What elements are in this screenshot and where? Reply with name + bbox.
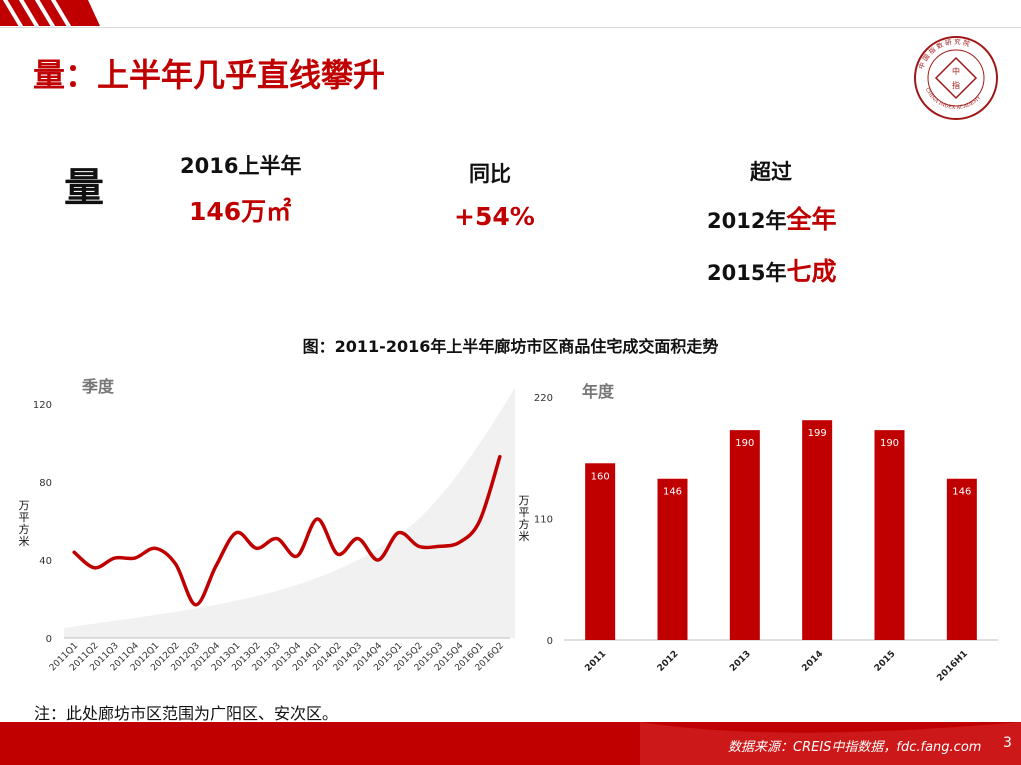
svg-text:CHINA INDEX ACADEMY: CHINA INDEX ACADEMY (924, 87, 983, 111)
kpi-period-value: 146万㎡ (189, 197, 292, 226)
data-point (336, 552, 339, 556)
bar-value-label: 146 (663, 487, 682, 498)
y-tick-label: 120 (33, 400, 52, 411)
data-point (255, 547, 258, 550)
footer-bar (0, 722, 1021, 765)
kpi-exceed-label: 超过 (750, 160, 792, 184)
header-divider (0, 27, 1021, 28)
quarterly-line-chart: 040801202011Q12011Q22011Q32011Q42012Q120… (33, 388, 515, 673)
bar-value-label: 199 (808, 428, 827, 439)
bar-value-label: 190 (735, 438, 754, 449)
svg-text:中: 中 (952, 66, 960, 76)
kpi-period-label: 2016上半年 (180, 154, 302, 178)
data-point (316, 517, 319, 521)
data-point (295, 554, 299, 558)
svg-text:指: 指 (952, 80, 960, 90)
kpi-yoy-label: 同比 (469, 162, 511, 186)
page-number: 3 (1003, 735, 1012, 751)
y-tick-label: 0 (46, 634, 52, 645)
data-point (417, 545, 420, 548)
data-source: 数据来源：CREIS中指数据，fdc.fang.com (728, 740, 982, 755)
x-tick-label: 2014 (800, 649, 825, 674)
x-tick-label: 2015 (873, 649, 898, 674)
kpi-big-character: 量 (64, 165, 104, 211)
bar (946, 478, 977, 640)
china-index-academy-logo: 中 指 中 国 指 数 研 究 院 CHINA INDEX ACADEMY (914, 36, 998, 120)
bar (802, 420, 833, 640)
data-point (214, 564, 218, 568)
data-point (235, 531, 238, 534)
x-tick-label: 2016H1 (935, 649, 970, 684)
y-tick-label: 40 (39, 556, 52, 567)
kpi-exceed-line-1-prefix: 2012年 (707, 209, 787, 233)
data-point (377, 558, 380, 562)
annual-ylabel: 万平方米 (518, 494, 530, 543)
x-tick-label: 2012 (656, 649, 681, 674)
data-point (194, 603, 197, 607)
y-tick-label: 80 (39, 478, 52, 489)
x-tick-label: 2013 (728, 649, 753, 674)
quarterly-section-label: 季度 (82, 377, 115, 396)
data-point (437, 545, 441, 548)
y-tick-label: 220 (534, 393, 553, 404)
kpi-exceed-line-1-highlight: 全年 (786, 205, 837, 234)
kpi-exceed-line-2-prefix: 2015年 (707, 261, 787, 285)
annual-bar-chart: 0 110 220 160 2011 146 2012 190 2013 199 2014 190 20… (534, 393, 998, 684)
bar-value-label: 160 (591, 471, 610, 482)
page-title: 量：上半年几乎直线攀升 (33, 56, 386, 94)
data-point (397, 531, 400, 534)
y-tick-label: 110 (534, 515, 553, 526)
data-point (174, 562, 177, 566)
quarterly-ylabel: 万平方米 (18, 499, 30, 548)
data-point (498, 455, 502, 458)
data-point (113, 556, 116, 560)
data-point (356, 537, 360, 540)
bar (657, 478, 688, 640)
kpi-yoy-value: +54% (454, 202, 535, 231)
bar (585, 463, 616, 640)
annual-section-label: 年度 (582, 382, 615, 401)
y-tick-label: 0 (547, 636, 553, 647)
kpi-exceed-line-1: 2012年全年 (707, 200, 836, 236)
background-swoosh (64, 388, 515, 638)
data-point (93, 566, 96, 569)
kpi-exceed-line-2-highlight: 七成 (786, 257, 837, 286)
chart-title: 图：2011-2016年上半年廊坊市区商品住宅成交面积走势 (302, 337, 719, 356)
footnote: 注：此处廊坊市区范围为广阳区、安次区。 (34, 704, 339, 723)
data-point (458, 541, 461, 544)
data-point (72, 551, 76, 554)
data-point (275, 537, 279, 540)
series-line-quarterly (72, 454, 502, 607)
x-tick-label: 2011 (583, 649, 608, 674)
bar-value-label: 146 (952, 487, 971, 498)
bar (729, 430, 760, 640)
bar-value-label: 190 (880, 438, 899, 449)
bar (874, 430, 905, 640)
header-stripe (0, 0, 100, 26)
kpi-exceed-line-2: 2015年七成 (707, 252, 836, 288)
data-point (478, 519, 481, 523)
data-point (133, 556, 137, 560)
data-point (154, 547, 157, 550)
